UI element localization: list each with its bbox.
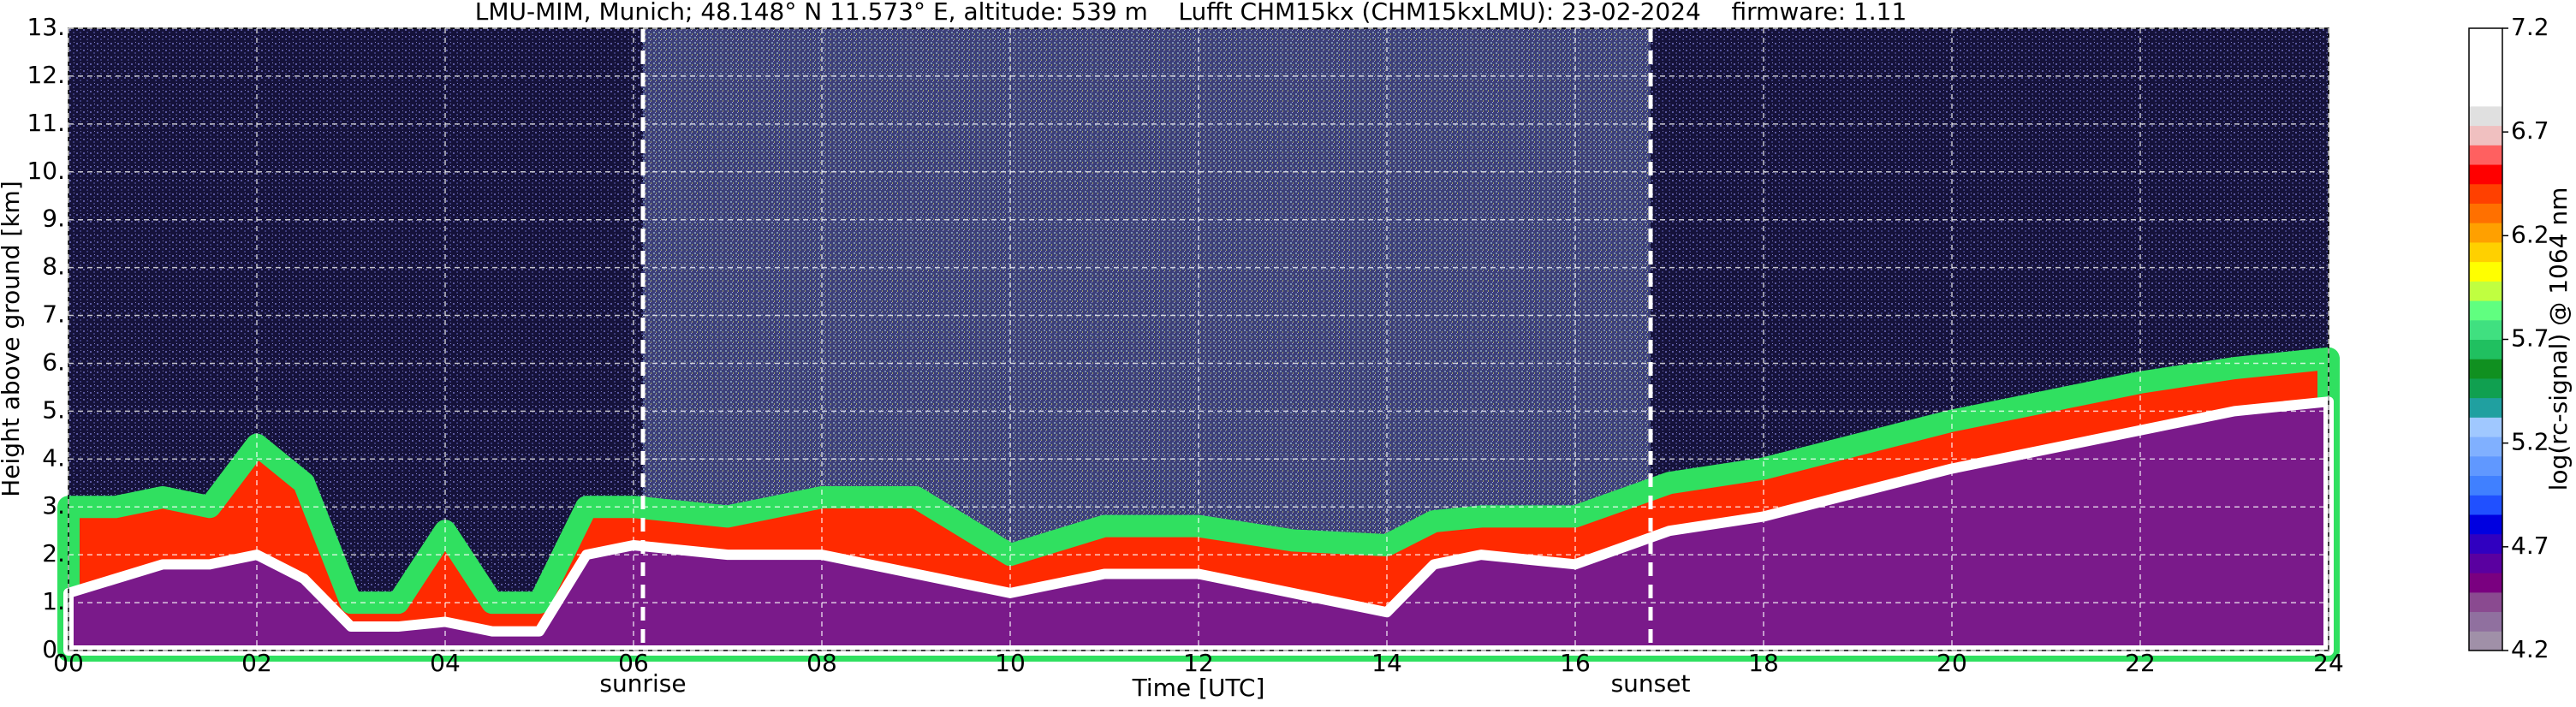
colorbar-tick-label: 5.7 — [2511, 324, 2549, 353]
colorbar-segment — [2469, 455, 2502, 477]
y-tick-label: 11. — [27, 109, 65, 137]
colorbar-tick-label: 5.2 — [2511, 428, 2549, 456]
colorbar-segment — [2469, 47, 2502, 68]
colorbar-segment — [2469, 591, 2502, 613]
x-tick-label: 20 — [1936, 649, 1967, 677]
colorbar-segment — [2469, 86, 2502, 107]
y-tick-label: 4. — [42, 443, 65, 472]
x-tick-label: 00 — [53, 649, 84, 677]
x-axis-label: Time [UTC] — [1132, 674, 1265, 702]
y-tick-label: 0. — [42, 635, 65, 663]
colorbar-segment — [2469, 495, 2502, 515]
y-tick-label: 5. — [42, 395, 65, 424]
colorbar-segment — [2469, 319, 2502, 340]
colorbar-tick-label: 4.2 — [2511, 635, 2549, 663]
x-tick-label: 22 — [2125, 649, 2156, 677]
y-tick-label: 1. — [42, 587, 65, 615]
colorbar-segment — [2469, 125, 2502, 146]
colorbar-tick-label: 6.7 — [2511, 116, 2549, 145]
x-tick-label: 14 — [1371, 649, 1402, 677]
colorbar-segment — [2469, 514, 2502, 535]
colorbar-segment — [2469, 573, 2502, 593]
y-tick-label: 3. — [42, 491, 65, 520]
colorbar-segment — [2469, 164, 2502, 185]
colorbar-segment — [2469, 241, 2502, 263]
x-tick-label: 16 — [1560, 649, 1591, 677]
y-tick-label: 12. — [27, 61, 65, 89]
colorbar-segment — [2469, 183, 2502, 204]
annotation-label: sunset — [1611, 669, 1691, 698]
x-tick-label: 08 — [806, 649, 837, 677]
colorbar-segment — [2469, 105, 2502, 127]
colorbar-segment — [2469, 437, 2502, 457]
colorbar-segment — [2469, 300, 2502, 321]
colorbar-segment — [2469, 475, 2502, 496]
colorbar-segment — [2469, 281, 2502, 301]
y-axis-label: Height above ground [km] — [0, 181, 25, 497]
colorbar-segment — [2469, 611, 2502, 632]
colorbar-segment — [2469, 397, 2502, 418]
y-tick-label: 9. — [42, 205, 65, 233]
colorbar-segment — [2469, 553, 2502, 573]
colorbar-segment — [2469, 28, 2502, 49]
colorbar-segment — [2469, 145, 2502, 165]
colorbar-segment — [2469, 417, 2502, 437]
colorbar-segment — [2469, 223, 2502, 243]
colorbar-segment — [2469, 261, 2502, 282]
x-tick-label: 06 — [618, 649, 649, 677]
x-tick-label: 10 — [995, 649, 1026, 677]
colorbar-tick-label: 4.7 — [2511, 532, 2549, 560]
colorbar-segment — [2469, 67, 2502, 87]
chart-title: LMU-MIM, Munich; 48.148° N 11.573° E, al… — [475, 0, 1907, 26]
colorbar-segment — [2469, 339, 2502, 359]
x-tick-label: 18 — [1748, 649, 1779, 677]
y-tick-label: 10. — [27, 157, 65, 185]
colorbar-segment — [2469, 533, 2502, 554]
colorbar-segment — [2469, 203, 2502, 223]
colorbar-tick-label: 7.2 — [2511, 13, 2549, 41]
colorbar-tick-label: 6.2 — [2511, 220, 2549, 248]
x-tick-label: 24 — [2313, 649, 2344, 677]
x-tick-label: 12 — [1183, 649, 1214, 677]
y-tick-label: 13. — [27, 13, 65, 41]
x-tick-label: 02 — [241, 649, 272, 677]
colorbar-segment — [2469, 377, 2502, 399]
colorbar-segment — [2469, 359, 2502, 379]
y-tick-label: 6. — [42, 348, 65, 376]
x-tick-label: 04 — [430, 649, 461, 677]
annotation-label: sunrise — [599, 669, 686, 698]
colorbar-segment — [2469, 631, 2502, 651]
y-tick-label: 8. — [42, 253, 65, 281]
y-tick-label: 7. — [42, 300, 65, 329]
y-tick-label: 2. — [42, 539, 65, 567]
colorbar-label: log(rc-signal) @ 1064 nm — [2544, 187, 2573, 491]
